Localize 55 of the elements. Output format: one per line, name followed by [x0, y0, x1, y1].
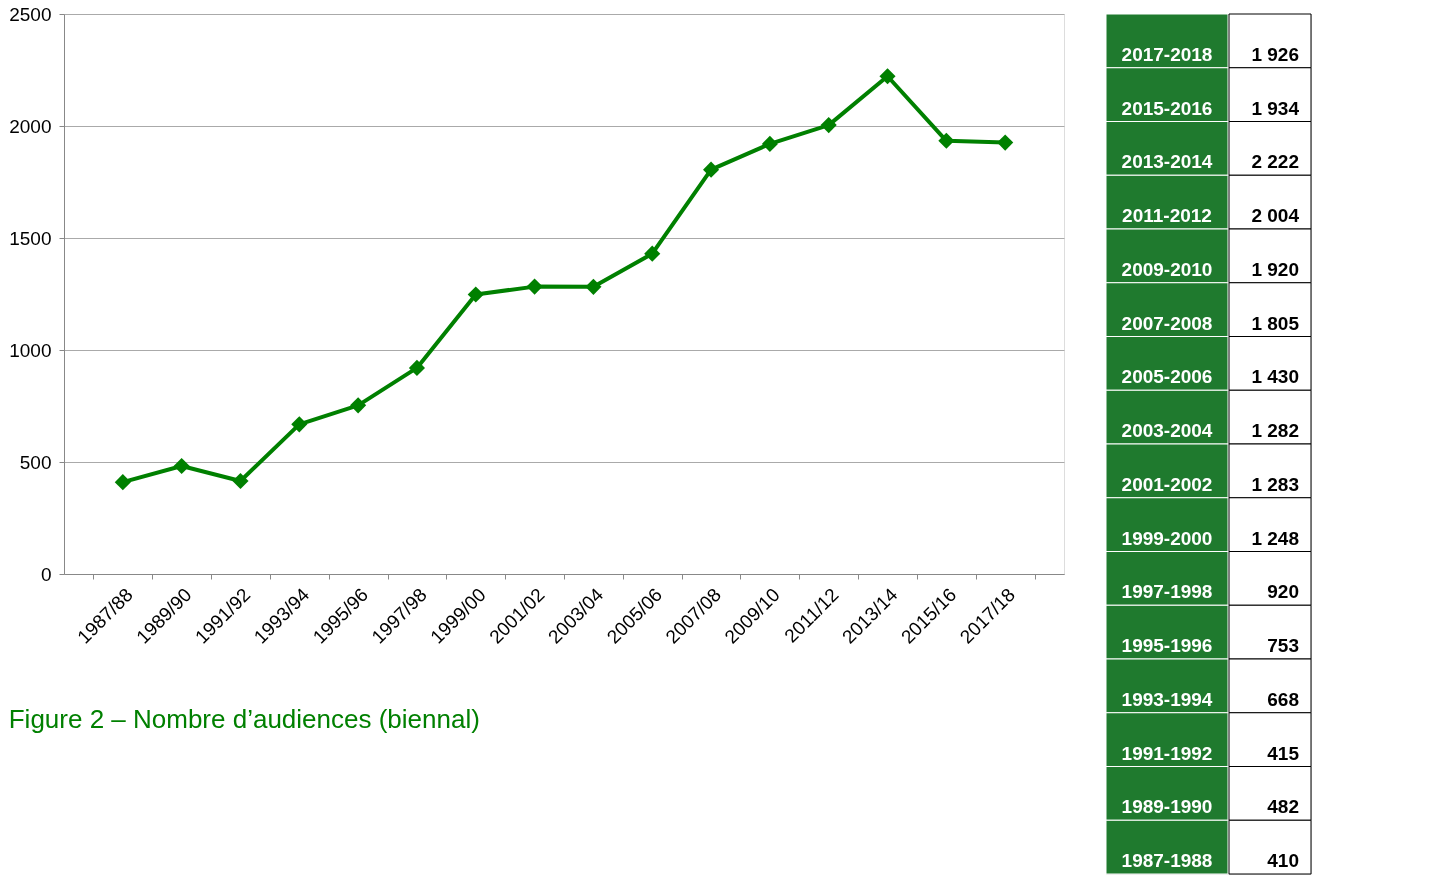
text: 415: [1267, 742, 1299, 764]
text: 1995-1996: [1121, 635, 1213, 657]
point: [232, 472, 249, 490]
y-tick-label: 1500: [9, 227, 52, 249]
text: 1 248: [1251, 527, 1299, 549]
y-tick-label: 0: [40, 563, 52, 585]
point: [291, 416, 308, 433]
text: 1 805: [1251, 312, 1299, 334]
text: 2009-2010: [1121, 258, 1213, 280]
point: [350, 397, 367, 414]
point: [585, 278, 602, 295]
text: 410: [1267, 850, 1299, 872]
text: 2005-2006: [1121, 366, 1213, 388]
text: 1 920: [1251, 258, 1299, 280]
text: 2001-2002: [1121, 473, 1213, 495]
text: 2013-2014: [1121, 151, 1213, 173]
point: [761, 135, 778, 152]
point: [997, 134, 1014, 151]
point: [467, 286, 484, 303]
text: 2015-2016: [1121, 97, 1213, 119]
y-tick-label: 2500: [9, 3, 52, 25]
text: 1 926: [1251, 43, 1299, 65]
point: [938, 132, 955, 149]
text: 1993-1994: [1121, 688, 1213, 710]
point: [879, 68, 896, 85]
text: 1 282: [1251, 420, 1299, 442]
y-tick-label: 2000: [9, 115, 52, 137]
text: 482: [1267, 796, 1299, 818]
text: 668: [1267, 688, 1299, 710]
y-tick-label: 1000: [9, 339, 52, 361]
point: [114, 474, 131, 491]
text: 1987-1988: [1121, 850, 1213, 872]
y-tick-label: 500: [19, 451, 52, 473]
text: 1 430: [1251, 366, 1299, 388]
text: 2007-2008: [1121, 312, 1213, 334]
text: 1 283: [1251, 473, 1299, 495]
text: 2011-2012: [1122, 205, 1212, 227]
text: 1991-1992: [1121, 742, 1213, 764]
text: 2 222: [1251, 151, 1299, 173]
point: [703, 161, 720, 178]
text: 753: [1267, 635, 1299, 657]
text: 2 004: [1251, 205, 1299, 227]
text: 2017-2018: [1121, 43, 1213, 65]
text: 2003-2004: [1121, 420, 1213, 442]
text: 1989-1990: [1121, 796, 1213, 818]
point: [644, 245, 661, 262]
point: [526, 278, 543, 295]
point: [173, 457, 190, 475]
point: [820, 117, 837, 134]
text: Figure 2 – Nombre d’audiences (biennal): [8, 704, 480, 734]
point: [408, 359, 425, 376]
text: 1999-2000: [1121, 527, 1213, 549]
text: 1 934: [1251, 97, 1299, 119]
text: 920: [1267, 581, 1299, 603]
text: 1997-1998: [1121, 581, 1213, 603]
